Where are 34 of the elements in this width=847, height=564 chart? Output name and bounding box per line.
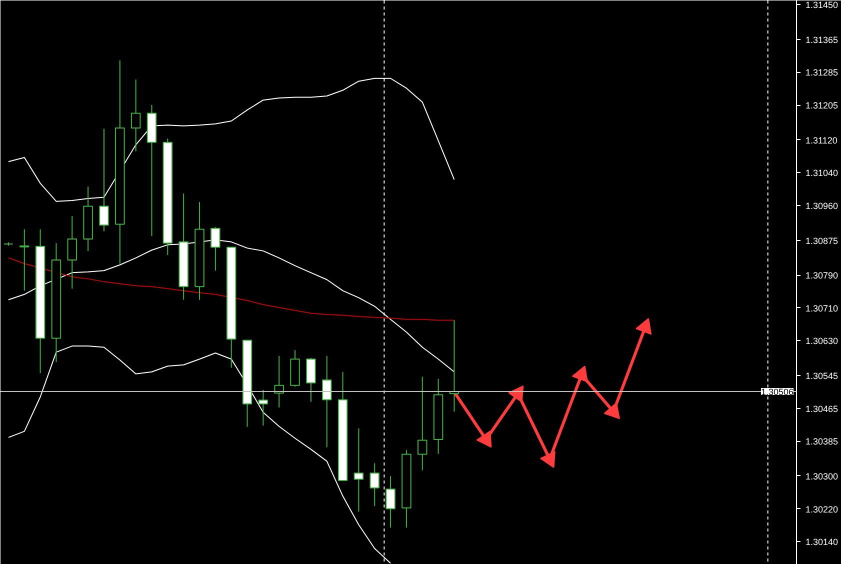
y-tick-label: 1.31040 [806, 168, 838, 178]
y-tick-label: 1.30465 [806, 404, 838, 414]
y-tick-label: 1.31285 [806, 68, 838, 78]
ref-line-label: 1.30506 [760, 387, 794, 398]
y-tick-label: 1.30960 [806, 200, 838, 211]
candlestick [130, 79, 141, 152]
candlestick [418, 376, 428, 471]
y-tick-label: 1.30875 [806, 236, 838, 246]
candlestick [370, 462, 380, 506]
candlestick [258, 389, 268, 426]
y-tick-label: 1.30300 [806, 471, 838, 482]
candlestick [67, 216, 78, 290]
candlestick [306, 357, 316, 402]
y-tick-label: 1.31365 [806, 34, 838, 45]
y-tick-label: 1.31205 [806, 100, 838, 111]
point [540, 451, 556, 468]
point [572, 366, 588, 382]
y-tick-label: 1.31120 [806, 135, 838, 146]
y-tick-label: 1.30630 [806, 336, 838, 346]
y-tick-label: 1.30545 [806, 371, 838, 382]
y-tick-label: 1.30385 [806, 436, 838, 447]
line-series [8, 257, 455, 321]
candlestick [322, 355, 332, 448]
y-tick-label: 1.30140 [806, 537, 838, 548]
point [636, 318, 652, 335]
point [476, 430, 492, 448]
y-tick-label: 1.30710 [806, 303, 838, 314]
point [508, 385, 524, 402]
y-tick-label: 1.31450 [806, 0, 838, 10]
candlestick [20, 228, 30, 292]
candlestick [354, 428, 364, 512]
y-tick-label: 1.30220 [806, 504, 838, 514]
point [604, 402, 620, 420]
y-tick-label: 1.30790 [806, 270, 838, 281]
